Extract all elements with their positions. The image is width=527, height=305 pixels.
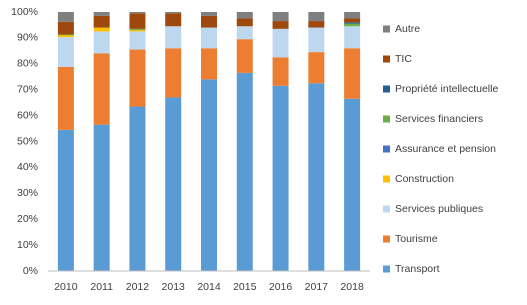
legend-label: TIC bbox=[395, 53, 412, 65]
bar-segment bbox=[93, 27, 110, 32]
y-tick-label: 20% bbox=[17, 213, 38, 225]
x-tick-label: 2017 bbox=[305, 281, 329, 293]
y-tick-label: 60% bbox=[17, 109, 38, 121]
bar-segment bbox=[308, 52, 325, 84]
bar-segment bbox=[236, 12, 253, 19]
y-tick-label: 90% bbox=[17, 32, 38, 44]
legend-label: Tourisme bbox=[395, 233, 438, 245]
bar-segment bbox=[272, 21, 289, 29]
legend-label: Services financiers bbox=[395, 113, 483, 125]
y-tick-label: 30% bbox=[17, 187, 38, 199]
bar-segment bbox=[344, 12, 361, 19]
bar-segment bbox=[129, 13, 146, 29]
bar-segment bbox=[308, 27, 325, 53]
x-tick-label: 2016 bbox=[269, 281, 293, 293]
legend-swatch bbox=[383, 235, 390, 243]
bar-segment bbox=[93, 124, 110, 271]
bar-segment bbox=[272, 85, 289, 271]
bar-segment bbox=[165, 97, 182, 271]
y-tick-label: 70% bbox=[17, 83, 38, 95]
bar-segment bbox=[57, 21, 74, 35]
y-tick-label: 50% bbox=[17, 135, 38, 147]
bar-segment bbox=[236, 26, 253, 40]
bar-segment bbox=[236, 39, 253, 73]
bar-segment bbox=[57, 66, 74, 130]
bar-segment bbox=[93, 53, 110, 125]
y-tick-label: 40% bbox=[17, 161, 38, 173]
bar-segment bbox=[129, 12, 146, 14]
bar-segment bbox=[236, 18, 253, 27]
x-tick-label: 2018 bbox=[340, 281, 364, 293]
bar-segment bbox=[201, 12, 217, 16]
bar-segment bbox=[165, 48, 182, 98]
bar-segment bbox=[272, 28, 289, 58]
legend-label: Autre bbox=[395, 23, 420, 35]
legend-label: Propriété intellectuelle bbox=[395, 83, 498, 95]
x-tick-label: 2015 bbox=[233, 281, 257, 293]
bar-segment bbox=[236, 72, 253, 272]
bar-segment bbox=[344, 48, 361, 99]
bar-segment bbox=[201, 27, 217, 49]
bar-segment bbox=[165, 13, 182, 27]
bar-segment bbox=[57, 34, 74, 36]
bar-segment bbox=[272, 57, 289, 86]
legend-label: Assurance et pension bbox=[395, 143, 496, 155]
bar-segment bbox=[344, 98, 361, 271]
bar-segment bbox=[201, 79, 217, 271]
bar-segment bbox=[57, 37, 74, 67]
x-tick-label: 2013 bbox=[162, 281, 186, 293]
y-tick-label: 10% bbox=[17, 239, 38, 251]
bar-segment bbox=[344, 22, 361, 24]
bar-segment bbox=[165, 12, 182, 14]
bar-segment bbox=[201, 15, 217, 28]
legend-swatch bbox=[383, 25, 390, 33]
bar-segment bbox=[93, 31, 110, 54]
x-tick-label: 2012 bbox=[126, 281, 150, 293]
bar-segment bbox=[272, 12, 289, 22]
legend-swatch bbox=[383, 85, 390, 93]
bar-segment bbox=[57, 35, 74, 38]
y-tick-label: 100% bbox=[11, 6, 38, 18]
legend-swatch bbox=[383, 175, 390, 183]
legend-swatch bbox=[383, 205, 390, 213]
legend-swatch bbox=[383, 145, 390, 153]
legend-label: Construction bbox=[395, 173, 454, 185]
bar-segment bbox=[308, 12, 325, 22]
x-tick-label: 2014 bbox=[197, 281, 221, 293]
legend-swatch bbox=[383, 265, 390, 273]
bar-segment bbox=[165, 26, 182, 49]
legend-label: Transport bbox=[395, 263, 440, 275]
bar-segment bbox=[129, 28, 146, 31]
bar-segment bbox=[57, 12, 74, 22]
legend-label: Services publiques bbox=[395, 203, 483, 215]
bar-segment bbox=[129, 106, 146, 271]
bar-segment bbox=[93, 12, 110, 16]
bar-segment bbox=[308, 83, 325, 271]
bar-segment bbox=[129, 49, 146, 107]
bar-segment bbox=[344, 23, 361, 27]
bar-segment bbox=[308, 21, 325, 28]
bar-segment bbox=[344, 18, 361, 23]
legend-swatch bbox=[383, 115, 390, 123]
y-tick-label: 0% bbox=[23, 265, 38, 277]
bar-segment bbox=[201, 48, 217, 80]
bar-segment bbox=[129, 30, 146, 32]
legend-swatch bbox=[383, 55, 390, 63]
x-tick-label: 2010 bbox=[54, 281, 78, 293]
bar-segment bbox=[344, 26, 361, 49]
bar-segment bbox=[129, 31, 146, 50]
bar-segment bbox=[93, 15, 110, 28]
x-tick-label: 2011 bbox=[90, 281, 113, 293]
bar-segment bbox=[57, 129, 74, 271]
y-tick-label: 80% bbox=[17, 58, 38, 70]
